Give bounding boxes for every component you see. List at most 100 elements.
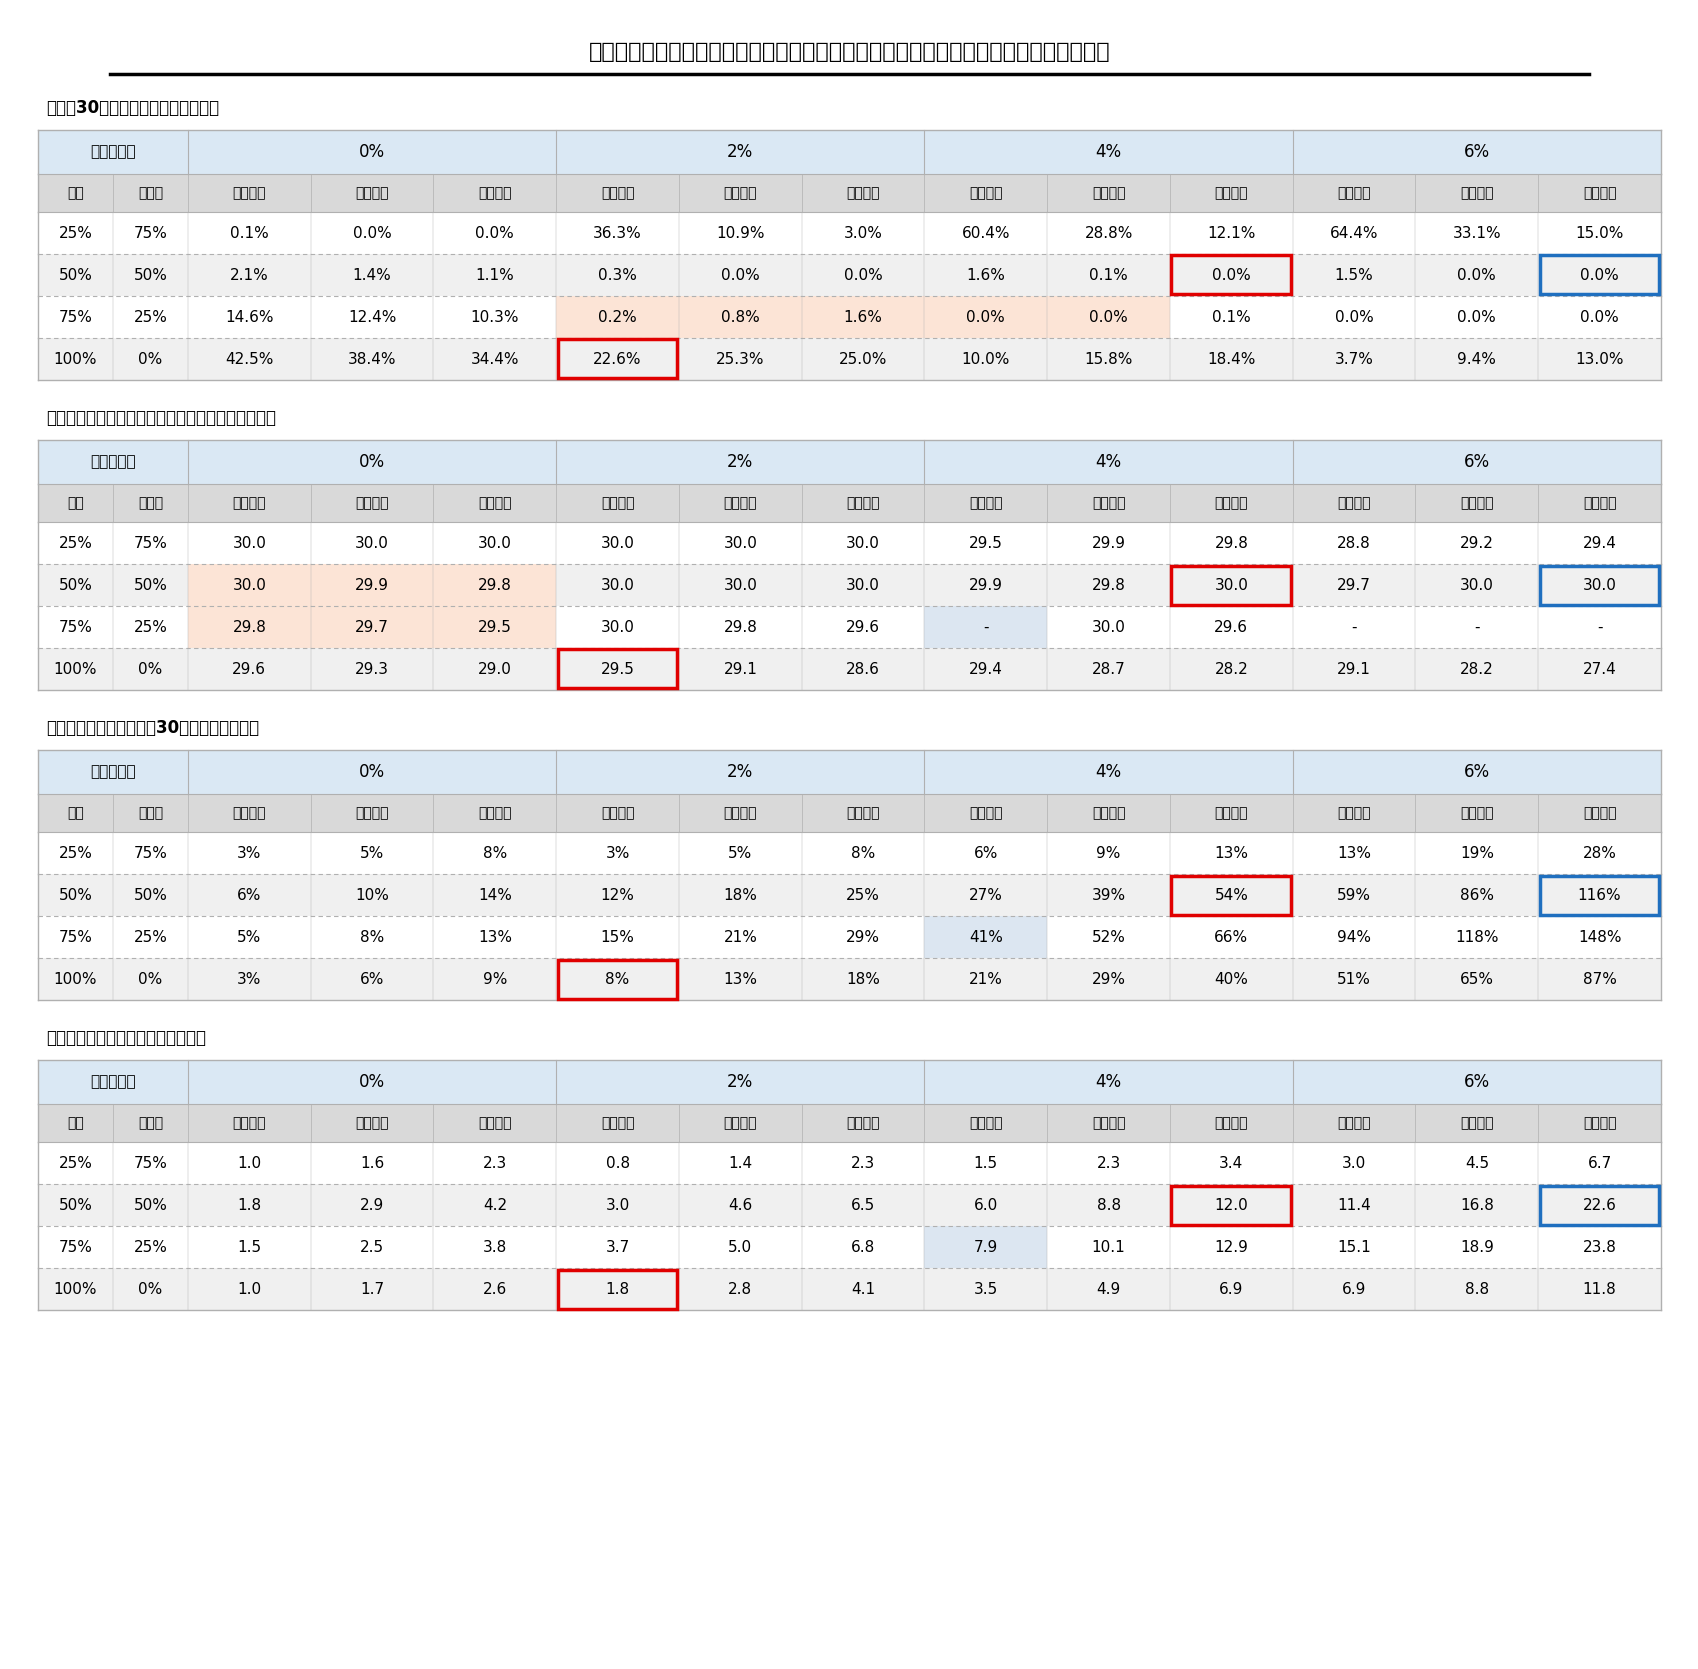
Bar [679, 1142, 801, 1183]
Text: 30.0: 30.0 [233, 577, 267, 592]
Text: 3.0: 3.0 [1341, 1155, 1365, 1170]
Bar [1292, 1183, 1414, 1227]
Text: 0%: 0% [138, 971, 163, 986]
Bar [114, 606, 188, 648]
Bar [1170, 916, 1292, 958]
Bar [924, 833, 1046, 875]
Text: 0%: 0% [358, 1073, 385, 1092]
Bar [801, 648, 924, 689]
Text: 高リスク: 高リスク [1583, 806, 1615, 819]
Bar [433, 1227, 555, 1268]
Bar [679, 212, 801, 254]
Text: 0%: 0% [138, 661, 163, 676]
Text: 高リスク: 高リスク [477, 496, 511, 511]
Text: 30.0: 30.0 [1459, 577, 1493, 592]
Text: 0.0%: 0.0% [1457, 309, 1496, 324]
Text: 12.1%: 12.1% [1207, 225, 1255, 240]
Text: 30.0: 30.0 [723, 536, 757, 551]
Text: 29.4: 29.4 [1583, 536, 1615, 551]
Text: 0.0%: 0.0% [353, 225, 391, 240]
Text: 2%: 2% [727, 452, 752, 471]
Bar [924, 1268, 1046, 1310]
Bar [1537, 833, 1661, 875]
Bar [37, 484, 1661, 522]
Bar [311, 958, 433, 1000]
Text: 21%: 21% [968, 971, 1002, 986]
Text: 9%: 9% [1095, 846, 1121, 861]
Text: 6.9: 6.9 [1219, 1282, 1243, 1297]
Bar [114, 254, 188, 295]
Bar [114, 339, 188, 381]
Bar [433, 606, 555, 648]
Text: 12.0: 12.0 [1214, 1197, 1248, 1212]
Text: 30.0: 30.0 [355, 536, 389, 551]
Bar [433, 522, 555, 564]
Bar [555, 1183, 679, 1227]
Text: 0.0%: 0.0% [475, 225, 514, 240]
Bar [188, 875, 311, 916]
Text: 1.5: 1.5 [973, 1155, 997, 1170]
Bar [114, 833, 188, 875]
Text: 2%: 2% [727, 763, 752, 781]
Bar [679, 254, 801, 295]
Bar [37, 339, 114, 381]
Bar [801, 875, 924, 916]
Text: 6%: 6% [238, 888, 261, 903]
Text: 預貯金: 預貯金 [138, 496, 163, 511]
Bar [37, 958, 114, 1000]
Bar [1292, 295, 1414, 339]
Bar [114, 295, 188, 339]
Bar [37, 1227, 114, 1268]
Text: 0.0%: 0.0% [1088, 309, 1127, 324]
Bar [1292, 875, 1414, 916]
Bar [37, 522, 114, 564]
Text: 2.3: 2.3 [1095, 1155, 1121, 1170]
Bar [1046, 1183, 1170, 1227]
Bar [37, 833, 114, 875]
Text: 18.4%: 18.4% [1207, 352, 1255, 367]
Bar [311, 648, 433, 689]
Bar [801, 254, 924, 295]
Bar [1170, 1142, 1292, 1183]
Text: 29.9: 29.9 [355, 577, 389, 592]
Text: 22.6%: 22.6% [593, 352, 642, 367]
Text: 3.0: 3.0 [604, 1197, 630, 1212]
Text: 低リスク: 低リスク [233, 806, 267, 819]
Text: 0%: 0% [138, 352, 163, 367]
Bar [1537, 648, 1661, 689]
Text: 1.8: 1.8 [238, 1197, 261, 1212]
Text: 6.9: 6.9 [1341, 1282, 1365, 1297]
Text: 30.0: 30.0 [1214, 577, 1248, 592]
Text: 4.9: 4.9 [1095, 1282, 1121, 1297]
Bar [188, 606, 311, 648]
Bar [311, 1142, 433, 1183]
Text: 30.0: 30.0 [846, 536, 880, 551]
Bar [311, 606, 433, 648]
Bar [311, 212, 433, 254]
Bar [1414, 1183, 1537, 1227]
Bar [433, 1142, 555, 1183]
Bar [1292, 212, 1414, 254]
Bar [1170, 1227, 1292, 1268]
Text: 25.3%: 25.3% [715, 352, 764, 367]
Text: 75%: 75% [58, 309, 92, 324]
Bar [679, 522, 801, 564]
Text: 0.1%: 0.1% [1211, 309, 1250, 324]
Bar [1292, 1227, 1414, 1268]
Text: 9.4%: 9.4% [1457, 352, 1496, 367]
Text: 29%: 29% [846, 930, 880, 945]
Text: 中リスク: 中リスク [723, 496, 757, 511]
Text: 29.1: 29.1 [1336, 661, 1370, 676]
Text: 34.4%: 34.4% [470, 352, 520, 367]
Text: 1.0: 1.0 [238, 1155, 261, 1170]
Bar [924, 1227, 1046, 1268]
Text: 86%: 86% [1459, 888, 1493, 903]
Bar [555, 1142, 679, 1183]
Text: 8%: 8% [851, 846, 874, 861]
Text: 87%: 87% [1583, 971, 1615, 986]
Bar [801, 1183, 924, 1227]
Bar [1414, 295, 1537, 339]
Bar [311, 1183, 433, 1227]
Bar [311, 1227, 433, 1268]
Text: 1.7: 1.7 [360, 1282, 384, 1297]
